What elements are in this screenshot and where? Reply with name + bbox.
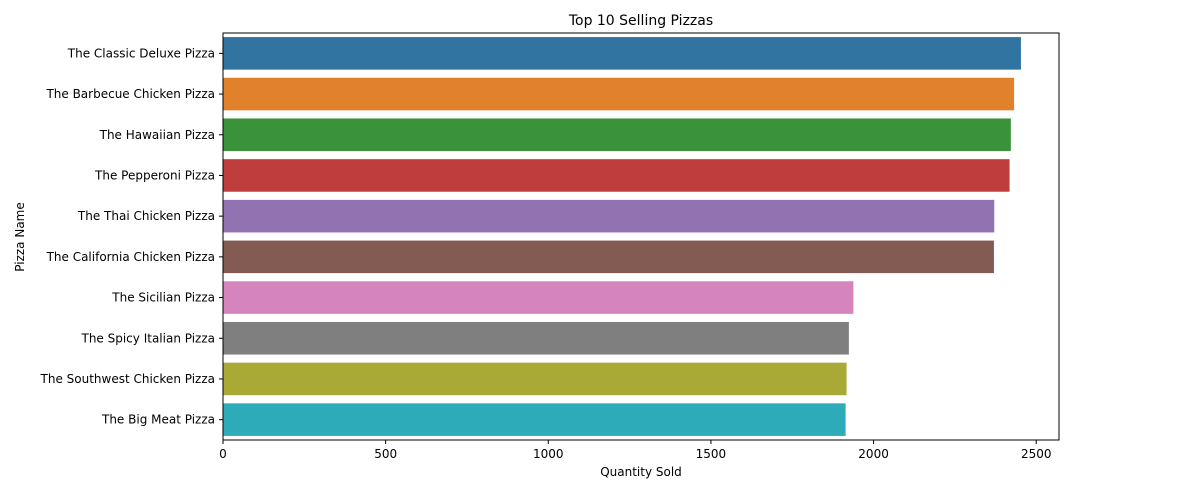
bar bbox=[223, 37, 1021, 70]
y-tick-label: The Barbecue Chicken Pizza bbox=[45, 87, 215, 101]
x-tick-label: 1500 bbox=[696, 447, 727, 461]
bar bbox=[223, 118, 1011, 152]
x-tick-label: 0 bbox=[219, 447, 227, 461]
plot-frame bbox=[222, 32, 1060, 441]
x-tick-label: 2500 bbox=[1021, 447, 1052, 461]
bar bbox=[223, 199, 995, 233]
y-tick-label: The Thai Chicken Pizza bbox=[77, 209, 215, 223]
y-tick-label: The Pepperoni Pizza bbox=[94, 168, 215, 182]
x-tick-label: 2000 bbox=[858, 447, 889, 461]
x-axis-ticks: 0 500 1000 1500 2000 2500 bbox=[219, 440, 1052, 461]
y-tick-label: The Southwest Chicken Pizza bbox=[40, 372, 215, 386]
bar bbox=[223, 321, 849, 355]
y-tick-label: The Sicilian Pizza bbox=[111, 291, 215, 305]
y-tick-label: The Classic Deluxe Pizza bbox=[67, 46, 215, 60]
bar bbox=[223, 77, 1015, 111]
chart-title: Top 10 Selling Pizzas bbox=[568, 13, 713, 29]
x-tick-label: 1000 bbox=[533, 447, 564, 461]
y-axis-label: Pizza Name bbox=[13, 202, 27, 271]
bar bbox=[223, 240, 994, 274]
bar bbox=[223, 281, 854, 314]
x-axis-label: Quantity Sold bbox=[600, 465, 682, 479]
bar bbox=[223, 362, 847, 396]
y-tick-label: The Hawaiian Pizza bbox=[99, 128, 215, 142]
y-axis-ticks: The Classic Deluxe Pizza The Barbecue Chi… bbox=[40, 46, 223, 427]
y-tick-label: The Spicy Italian Pizza bbox=[80, 331, 215, 345]
bars-group bbox=[223, 37, 1021, 436]
y-tick-label: The California Chicken Pizza bbox=[46, 250, 215, 264]
y-tick-label: The Big Meat Pizza bbox=[101, 413, 215, 427]
bar bbox=[223, 159, 1010, 192]
bar bbox=[223, 403, 846, 436]
x-tick-label: 500 bbox=[374, 447, 397, 461]
